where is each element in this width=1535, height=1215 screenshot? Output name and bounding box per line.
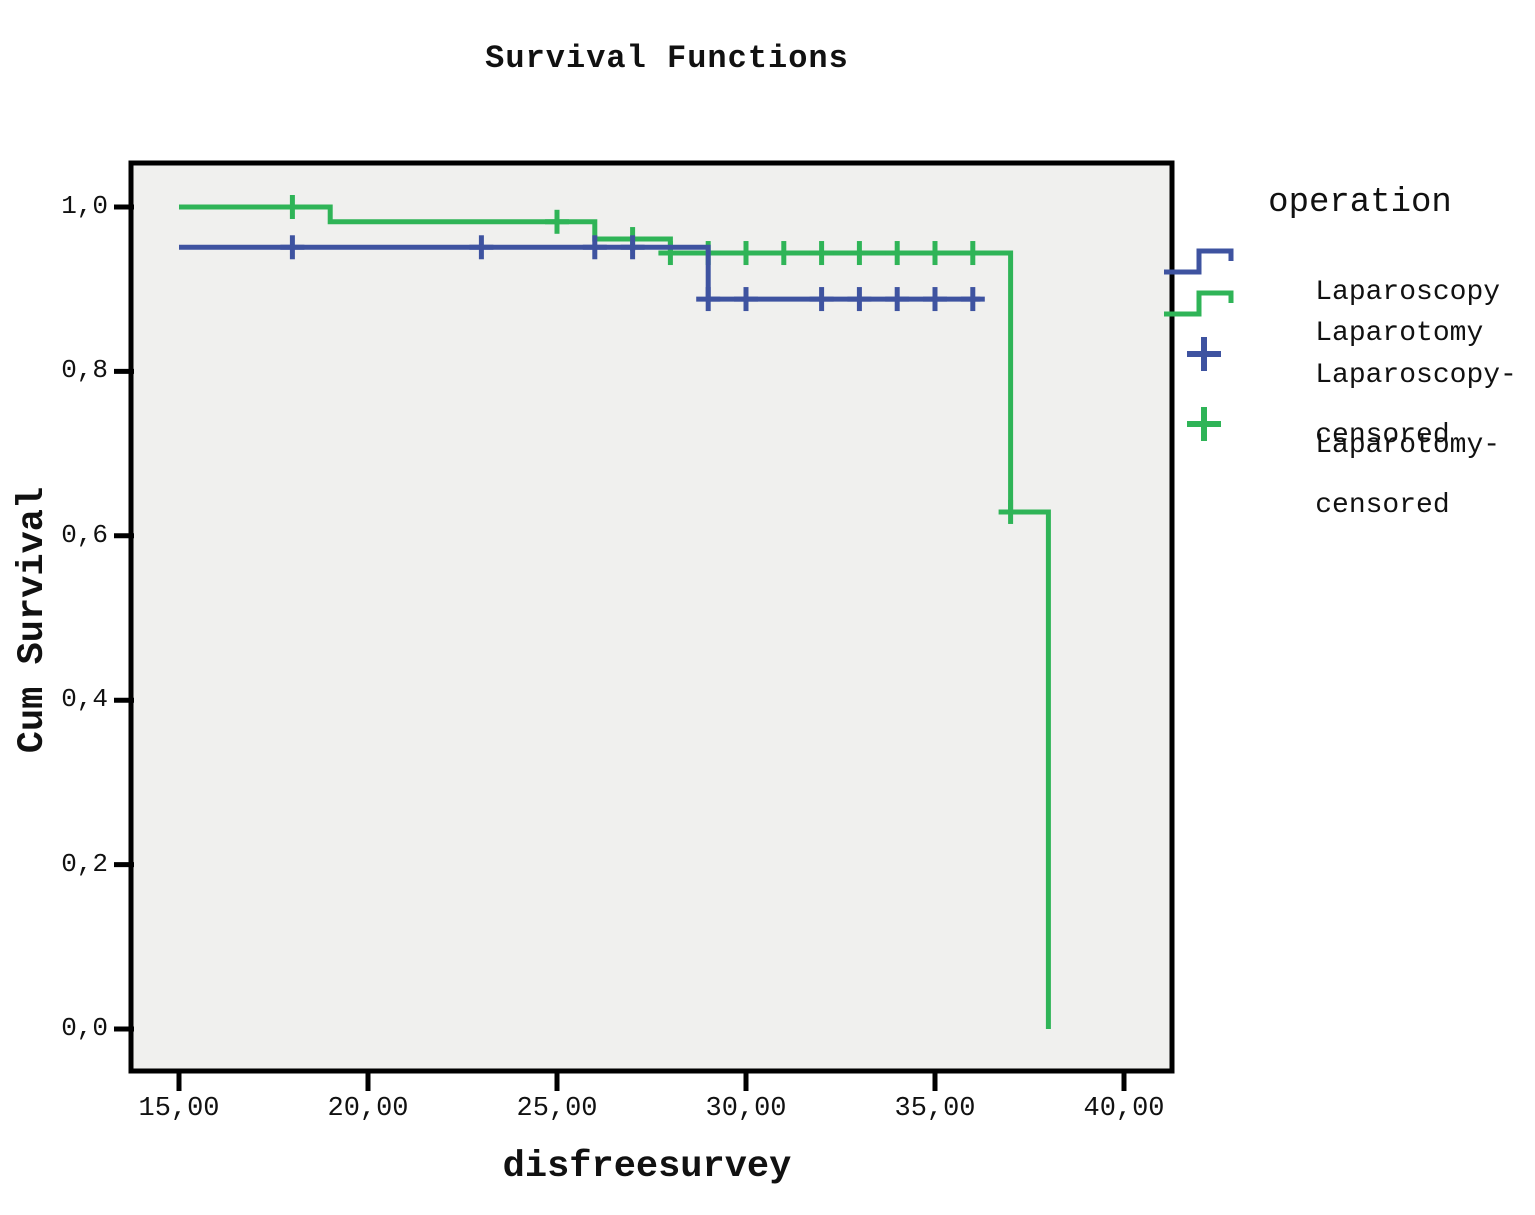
legend-title: operation	[1268, 184, 1452, 222]
x-axis-title: disfreesurvey	[502, 1146, 792, 1188]
legend-text: Laparoscopy-	[1315, 360, 1517, 391]
x-tick-label: 25,00	[516, 1094, 598, 1124]
legend-text: Laparotomy-	[1315, 430, 1501, 461]
y-tick-label: 1,0	[61, 191, 108, 221]
legend-step-icon-laparoscopy	[1164, 248, 1234, 275]
y-tick-label: 0,6	[61, 519, 108, 550]
x-tick-label: 40,00	[1083, 1094, 1165, 1124]
legend-text: censored	[1315, 420, 1450, 451]
series-curve-laparoscopy	[179, 244, 981, 302]
x-tick-label: 30,00	[705, 1094, 787, 1124]
legend-label-laparoscopy: Laparoscopy	[1248, 248, 1500, 338]
chart-title: Survival Functions	[485, 40, 849, 77]
y-tick-label: 0,4	[61, 684, 108, 715]
plot-frame	[128, 160, 1175, 1074]
y-tick-label: 0,0	[61, 1013, 108, 1043]
x-tick-label: 20,00	[327, 1094, 409, 1124]
legend-text: Laparoscopy	[1315, 277, 1501, 308]
legend-label-laparotomy: Laparotomy	[1248, 289, 1483, 379]
legend-step-icon-laparotomy	[1164, 290, 1234, 317]
y-tick-label: 0,8	[61, 355, 108, 386]
x-tick-label: 35,00	[894, 1094, 976, 1124]
x-tick-label: 15,00	[138, 1094, 220, 1124]
legend-label-laparotomy-censored: Laparotomy- censored	[1248, 401, 1500, 551]
y-tick-label: 0,2	[61, 848, 108, 879]
legend-text: censored	[1315, 490, 1450, 521]
legend-label-laparoscopy-censored: Laparoscopy- censored	[1248, 331, 1517, 481]
series-curve-laparotomy	[179, 204, 1051, 1029]
legend-text: Laparotomy	[1315, 318, 1484, 349]
